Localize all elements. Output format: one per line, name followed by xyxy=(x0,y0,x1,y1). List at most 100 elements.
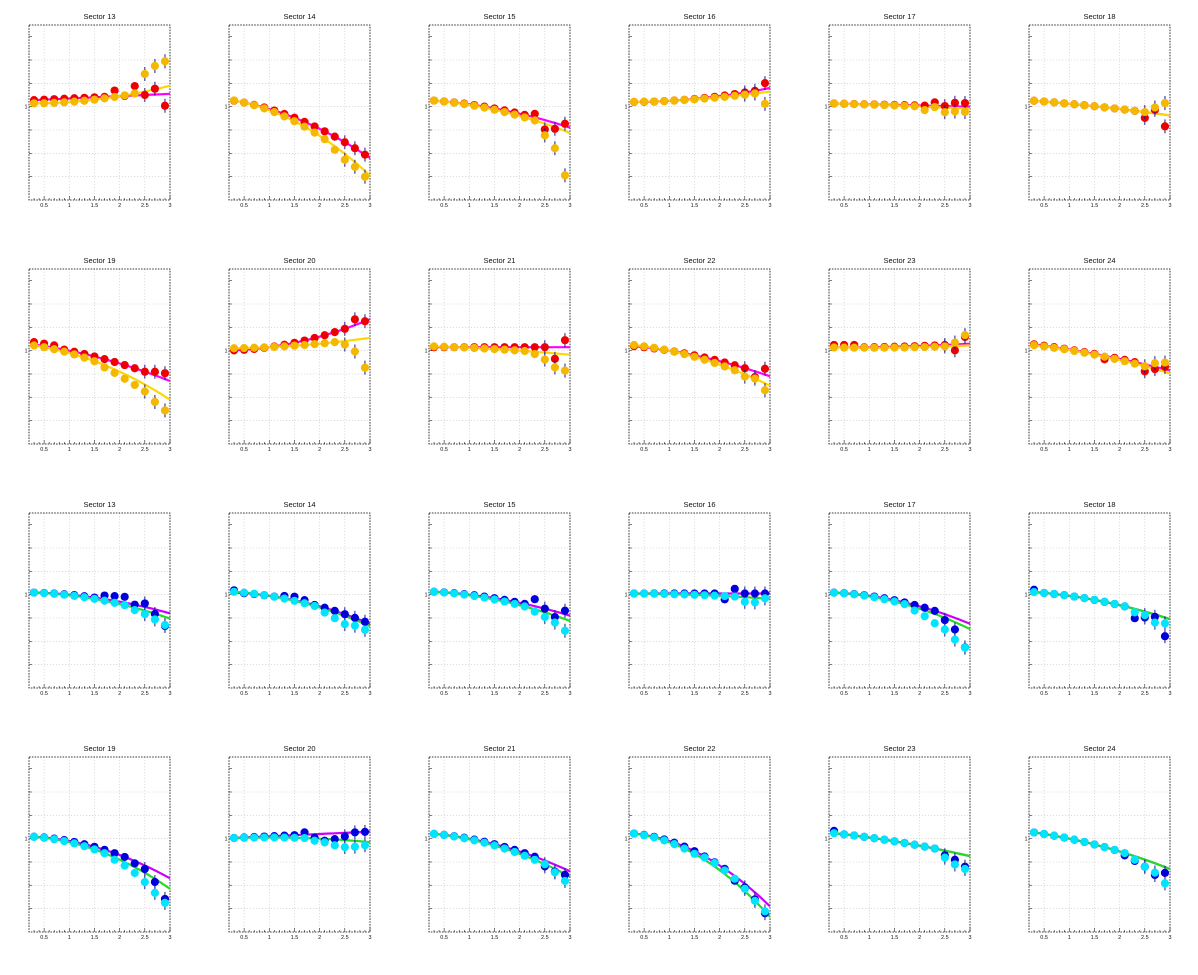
data-point-series-2 xyxy=(940,108,949,117)
y-tick-label: 1 xyxy=(624,105,627,111)
data-point-series-2 xyxy=(1160,98,1170,108)
data-point-series-1 xyxy=(550,124,559,133)
data-point-series-2 xyxy=(560,171,570,180)
x-tick-label: 1.5 xyxy=(291,691,299,697)
data-point-series-2 xyxy=(160,898,170,907)
data-point-series-1 xyxy=(950,98,959,107)
data-point-series-2 xyxy=(670,96,679,105)
data-point-series-2 xyxy=(100,596,109,605)
data-point-series-2 xyxy=(290,596,299,605)
data-point-series-1 xyxy=(740,589,749,598)
y-tick-label: 1 xyxy=(224,105,227,111)
data-point-series-2 xyxy=(360,363,370,372)
data-point-series-2 xyxy=(560,876,570,886)
data-point-series-2 xyxy=(520,602,529,611)
x-tick-label: 2.5 xyxy=(141,691,149,697)
data-point-series-2 xyxy=(910,102,919,111)
data-point-series-2 xyxy=(310,601,319,611)
data-point-series-2 xyxy=(720,92,729,101)
data-point-series-2 xyxy=(60,590,69,599)
data-point-series-2 xyxy=(720,866,729,875)
x-tick-label: 2.5 xyxy=(341,935,349,941)
data-point-series-2 xyxy=(40,833,49,842)
data-point-series-1 xyxy=(530,109,539,118)
data-point-series-2 xyxy=(960,331,970,340)
data-point-series-1 xyxy=(130,364,139,373)
x-tick-label: 2 xyxy=(718,691,721,697)
data-point-series-2 xyxy=(1080,101,1089,110)
data-point-series-2 xyxy=(1050,831,1059,840)
data-point-series-1 xyxy=(340,324,349,333)
x-tick-label: 2.5 xyxy=(741,935,749,941)
data-point-series-2 xyxy=(270,108,279,117)
panel-title: Sector 21 xyxy=(483,744,515,753)
data-point-series-2 xyxy=(950,635,959,644)
data-point-series-1 xyxy=(360,150,370,159)
data-point-series-2 xyxy=(1060,833,1069,842)
data-point-series-2 xyxy=(900,343,909,352)
data-point-series-2 xyxy=(340,155,349,164)
data-point-series-2 xyxy=(150,61,159,71)
sector-panel: Sector 14 0.5 1 1.5 2 2.5 3 1 xyxy=(220,496,410,724)
data-point-series-2 xyxy=(730,874,739,883)
x-tick-label: 1.5 xyxy=(891,447,899,453)
data-point-series-2 xyxy=(1140,610,1149,620)
x-tick-label: 1 xyxy=(1068,691,1071,697)
data-point-series-1 xyxy=(350,144,359,153)
data-point-series-2 xyxy=(60,347,69,356)
data-point-series-2 xyxy=(910,840,919,849)
data-point-series-2 xyxy=(920,612,929,621)
sector-panel: Sector 13 0.5 1 1.5 2 2.5 3 1 xyxy=(20,8,210,236)
data-point-series-2 xyxy=(160,57,170,66)
data-point-series-2 xyxy=(160,620,170,630)
data-point-series-2 xyxy=(540,860,549,869)
data-point-series-2 xyxy=(29,99,39,108)
x-tick-label: 0.5 xyxy=(1040,691,1048,697)
data-point-series-2 xyxy=(70,350,79,359)
x-tick-label: 3 xyxy=(1168,691,1171,697)
x-tick-label: 1 xyxy=(268,691,271,697)
data-point-series-2 xyxy=(320,608,329,617)
data-point-series-2 xyxy=(870,834,879,843)
sector-panel: Sector 18 0.5 1 1.5 2 2.5 3 1 xyxy=(1020,496,1198,724)
sector-panel: Sector 20 0.5 1 1.5 2 2.5 3 1 xyxy=(220,252,410,480)
sector-panel: Sector 19 0.5 1 1.5 2 2.5 3 1 xyxy=(20,740,210,968)
panel-title: Sector 15 xyxy=(483,500,515,509)
data-point-series-2 xyxy=(300,122,309,131)
x-tick-label: 0.5 xyxy=(640,447,648,453)
y-tick-label: 1 xyxy=(824,593,827,599)
data-point-series-2 xyxy=(429,342,439,351)
x-tick-label: 3 xyxy=(768,935,771,941)
data-point-series-2 xyxy=(229,833,239,843)
data-point-series-2 xyxy=(700,591,709,600)
data-point-series-1 xyxy=(350,315,359,324)
data-point-series-2 xyxy=(530,350,539,359)
data-point-series-1 xyxy=(560,336,570,345)
sector-plot: Sector 15 0.5 1 1.5 2 2.5 3 1 xyxy=(424,12,571,209)
data-point-series-2 xyxy=(140,609,149,619)
data-point-series-1 xyxy=(760,364,770,373)
data-point-series-1 xyxy=(360,617,370,626)
data-point-series-2 xyxy=(100,363,109,372)
x-tick-label: 3 xyxy=(368,691,371,697)
data-point-series-2 xyxy=(950,338,959,347)
data-point-series-1 xyxy=(340,832,349,841)
x-tick-label: 2.5 xyxy=(1141,203,1149,209)
data-point-series-2 xyxy=(450,832,459,841)
data-point-series-2 xyxy=(540,612,549,622)
data-point-series-2 xyxy=(440,97,449,106)
data-point-series-2 xyxy=(710,858,719,868)
data-point-series-2 xyxy=(750,598,759,607)
data-point-series-1 xyxy=(560,606,570,615)
data-point-series-2 xyxy=(90,95,99,104)
data-point-series-2 xyxy=(940,853,949,862)
x-tick-label: 0.5 xyxy=(440,447,448,453)
sector-panel: Sector 24 0.5 1 1.5 2 2.5 3 1 xyxy=(1020,740,1198,968)
x-tick-label: 2.5 xyxy=(741,203,749,209)
data-point-series-2 xyxy=(740,90,749,99)
x-tick-label: 1.5 xyxy=(491,691,499,697)
data-point-series-2 xyxy=(1130,855,1139,864)
data-point-series-2 xyxy=(290,117,299,126)
x-tick-label: 3 xyxy=(368,203,371,209)
